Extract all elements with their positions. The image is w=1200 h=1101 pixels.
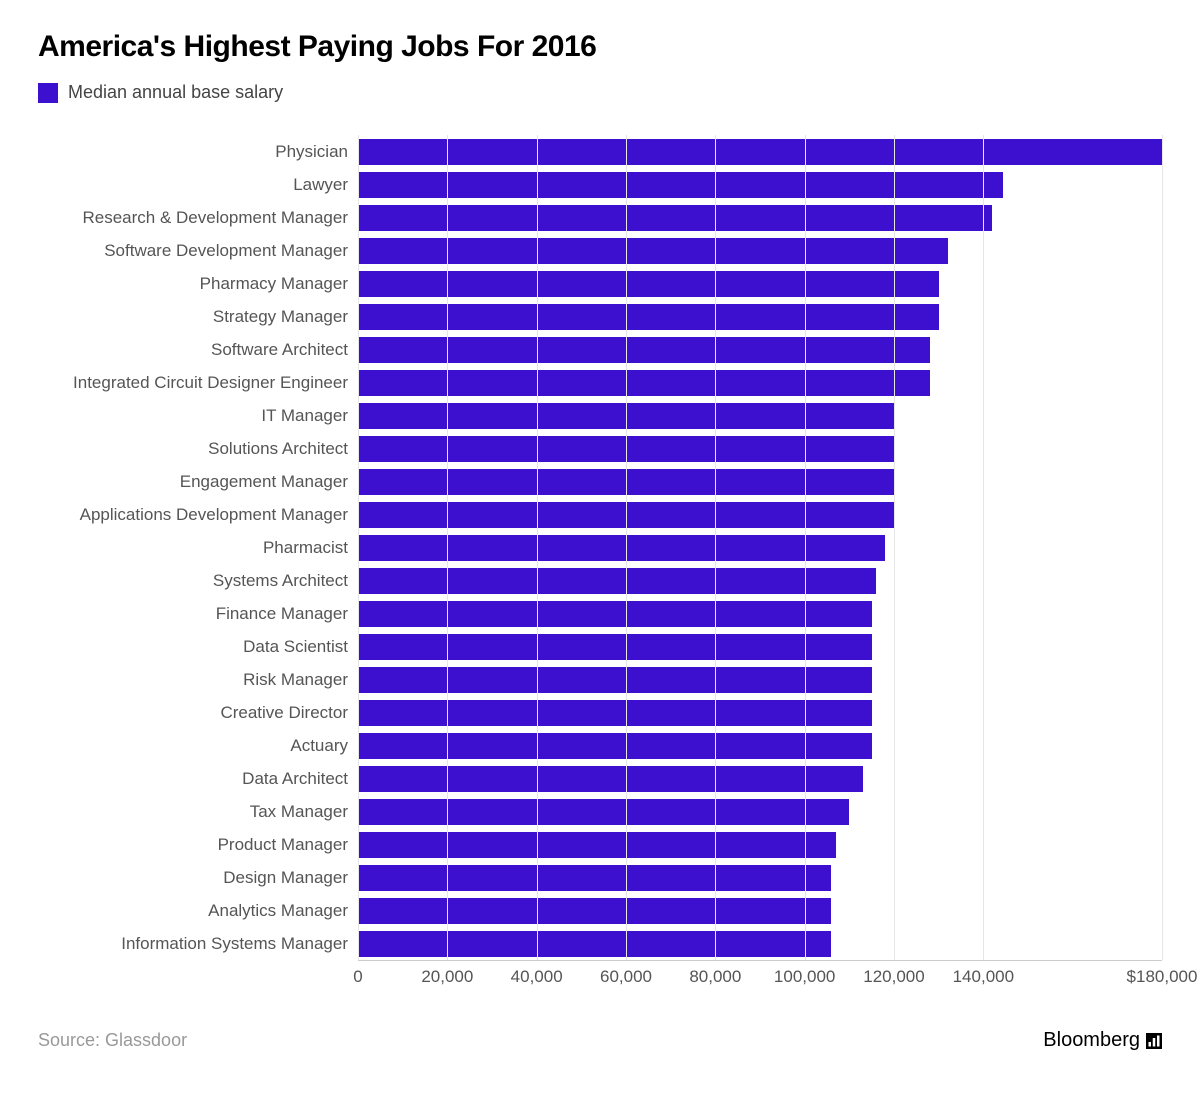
bar (358, 634, 872, 660)
bar (358, 832, 836, 858)
x-axis-tick-label: 80,000 (689, 967, 741, 987)
y-axis-label: Software Development Manager (38, 241, 358, 261)
x-axis-tick-label: 20,000 (421, 967, 473, 987)
bar (358, 931, 831, 957)
y-axis-label: Tax Manager (38, 802, 358, 822)
bar (358, 238, 948, 264)
y-axis-label: Risk Manager (38, 670, 358, 690)
legend: Median annual base salary (38, 82, 1162, 103)
source-text: Source: Glassdoor (38, 1030, 187, 1051)
bar (358, 205, 992, 231)
brand-icon (1146, 1033, 1162, 1049)
y-axis-label: Pharmacist (38, 538, 358, 558)
brand: Bloomberg (1043, 1029, 1162, 1052)
chart-container: America's Highest Paying Jobs For 2016 M… (0, 0, 1200, 1077)
y-axis-label: Data Architect (38, 769, 358, 789)
bar (358, 337, 930, 363)
legend-swatch (38, 83, 58, 103)
x-axis-tick-label: 120,000 (863, 967, 924, 987)
bar (358, 436, 894, 462)
bar (358, 733, 872, 759)
footer: Source: Glassdoor Bloomberg (38, 1029, 1162, 1052)
bars-area (358, 135, 1162, 960)
y-axis-label: Lawyer (38, 175, 358, 195)
y-axis-label: Strategy Manager (38, 307, 358, 327)
bar (358, 865, 831, 891)
y-axis-label: Product Manager (38, 835, 358, 855)
bar (358, 535, 885, 561)
x-axis-tick-label: 60,000 (600, 967, 652, 987)
y-axis-label: Physician (38, 142, 358, 162)
y-axis-label: Software Architect (38, 340, 358, 360)
bar (358, 271, 939, 297)
x-axis-tick-label: 0 (353, 967, 362, 987)
x-axis-ticks: 020,00040,00060,00080,000100,000120,0001… (358, 961, 1162, 989)
bar (358, 403, 894, 429)
y-axis-label: Information Systems Manager (38, 934, 358, 954)
legend-label: Median annual base salary (68, 82, 283, 103)
bar (358, 766, 863, 792)
grid-line (1162, 135, 1163, 960)
y-axis-label: Finance Manager (38, 604, 358, 624)
x-axis-tick-label: $180,000 (1127, 967, 1198, 987)
y-axis-label: Actuary (38, 736, 358, 756)
bar (358, 667, 872, 693)
y-axis-label: Analytics Manager (38, 901, 358, 921)
bars (358, 135, 1162, 960)
bar (358, 304, 939, 330)
y-axis-label: Creative Director (38, 703, 358, 723)
x-axis-tick-label: 100,000 (774, 967, 835, 987)
y-axis-labels: Physician Lawyer Research & Development Ma… (38, 135, 358, 960)
y-axis-label: Design Manager (38, 868, 358, 888)
y-axis-label: Integrated Circuit Designer Engineer (38, 373, 358, 393)
y-axis-label: Data Scientist (38, 637, 358, 657)
y-axis-label: Pharmacy Manager (38, 274, 358, 294)
y-axis-label: Applications Development Manager (38, 505, 358, 525)
bar (358, 139, 1162, 165)
bar (358, 898, 831, 924)
x-axis-tick-label: 140,000 (953, 967, 1014, 987)
bar (358, 601, 872, 627)
x-axis-tick-label: 40,000 (511, 967, 563, 987)
bar (358, 370, 930, 396)
brand-label: Bloomberg (1043, 1029, 1140, 1052)
y-axis-label: Systems Architect (38, 571, 358, 591)
bar (358, 568, 876, 594)
bar (358, 172, 1003, 198)
chart-title: America's Highest Paying Jobs For 2016 (38, 30, 1162, 64)
bar (358, 502, 894, 528)
bar (358, 700, 872, 726)
plot-area: Physician Lawyer Research & Development Ma… (38, 135, 1162, 960)
bar (358, 469, 894, 495)
y-axis-label: IT Manager (38, 406, 358, 426)
y-axis-label: Engagement Manager (38, 472, 358, 492)
y-axis-label: Research & Development Manager (38, 208, 358, 228)
bar (358, 799, 849, 825)
y-axis-label: Solutions Architect (38, 439, 358, 459)
